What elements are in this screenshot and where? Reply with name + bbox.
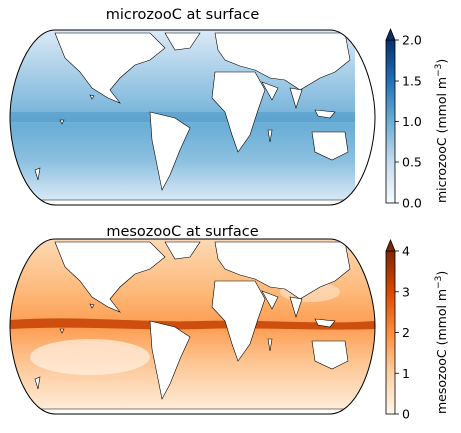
- extend-max-arrow: [385, 27, 396, 41]
- colorbar-tick: 4: [402, 244, 410, 259]
- mesozooc-panel: mesozooC at surface: [0, 217, 461, 433]
- colorbar-tick: 1: [402, 366, 410, 381]
- microzooc-panel: microzooC at surface: [0, 0, 461, 216]
- colorbar-tick: 1.0: [402, 114, 422, 129]
- map-title: mesozooC at surface: [106, 224, 259, 240]
- continents: [10, 241, 375, 414]
- map-title: microzooC at surface: [105, 7, 260, 23]
- colorbar-tick: 2.0: [402, 33, 422, 48]
- mesozooc-map: 0 1 2 3 4 mesozooC (mmol m−3): [9, 238, 449, 422]
- colorbar-tick: 0: [402, 407, 410, 422]
- extend-max-arrow: [385, 238, 396, 252]
- colorbar-tick: 0.5: [402, 155, 422, 170]
- colorbar-tick: 3: [402, 284, 410, 299]
- mesozooc-colorbar: 0 1 2 3 4 mesozooC (mmol m−3): [385, 238, 449, 422]
- colorbar-tick: 2: [402, 325, 410, 340]
- microzooc-colorbar: 0.0 0.5 1.0 1.5 2.0 microzooC (mmol m−3): [385, 27, 449, 211]
- microzooc-map: 0.0 0.5 1.0 1.5 2.0 microzooC (mmol m−3): [9, 27, 449, 211]
- colorbar-label: mesozooC (mmol m−3): [434, 271, 449, 414]
- continents: [10, 32, 356, 205]
- colorbar-label: microzooC (mmol m−3): [434, 59, 449, 203]
- colorbar-tick: 1.5: [402, 74, 422, 89]
- colorbar-tick: 0.0: [402, 196, 422, 211]
